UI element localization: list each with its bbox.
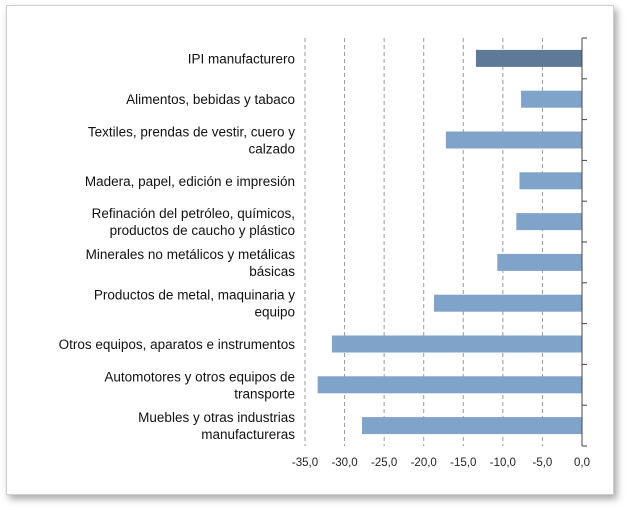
category-label: IPI manufacturero — [188, 51, 295, 66]
category-label: transporte — [234, 386, 295, 401]
category-label: Minerales no metálicos y metálicas — [86, 247, 296, 262]
category-label: Productos de metal, maquinaria y — [94, 288, 295, 303]
bar — [317, 376, 582, 394]
category-label: Alimentos, bebidas y tabaco — [126, 92, 295, 107]
bar — [331, 335, 582, 353]
category-label: Automotores y otros equipos de — [104, 369, 295, 384]
x-tick-label: -35,0 — [292, 457, 318, 469]
x-tick-label: -20,0 — [411, 457, 437, 469]
category-label: equipo — [254, 305, 295, 320]
x-tick-label: -10,0 — [490, 457, 516, 469]
category-label: Otros equipos, aparatos e instrumentos — [59, 337, 296, 352]
category-label: Textiles, prendas de vestir, cuero y — [88, 125, 295, 140]
x-tick-label: -25,0 — [371, 457, 397, 469]
bar — [361, 417, 582, 435]
category-label: Madera, papel, edición e impresión — [85, 174, 295, 189]
bar — [475, 49, 582, 67]
bar — [434, 294, 582, 312]
bar — [521, 90, 582, 108]
category-label: Refinación del petróleo, químicos, — [92, 206, 295, 221]
bar — [519, 172, 582, 190]
bar — [516, 213, 582, 231]
category-label: básicas — [249, 264, 295, 279]
bar — [445, 131, 582, 149]
chart-frame — [6, 5, 614, 495]
x-tick-label: 0,0 — [574, 457, 590, 469]
x-tick-label: -30,0 — [331, 457, 357, 469]
bar — [497, 253, 582, 271]
category-label: productos de caucho y plástico — [110, 223, 295, 238]
category-label: manufactureras — [201, 427, 295, 442]
category-label: Muebles y otras industrias — [138, 410, 295, 425]
x-tick-label: -15,0 — [450, 457, 476, 469]
category-label: calzado — [248, 142, 295, 157]
x-tick-label: -5,0 — [533, 457, 553, 469]
